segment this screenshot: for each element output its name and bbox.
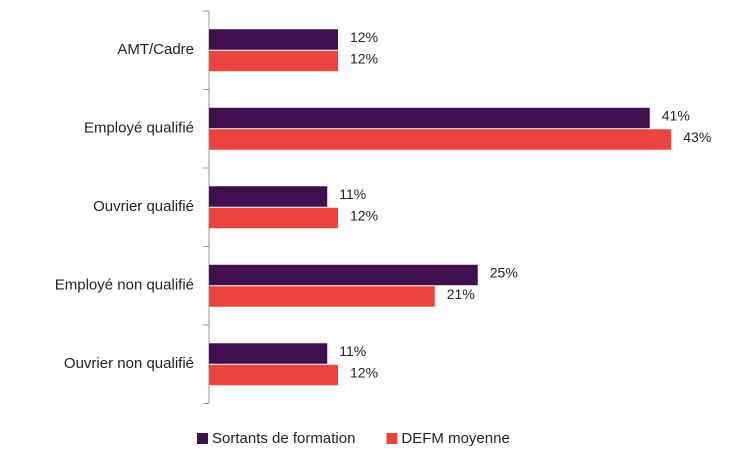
category-label: Employé qualifié	[84, 120, 194, 137]
value-label: 11%	[339, 186, 366, 202]
value-label: 12%	[350, 208, 378, 224]
bar	[209, 286, 435, 307]
legend-swatch	[386, 433, 398, 444]
value-label: 12%	[350, 29, 378, 45]
value-label: 12%	[350, 51, 378, 67]
value-label: 12%	[350, 365, 378, 381]
value-label: 43%	[683, 129, 711, 145]
bar	[209, 186, 328, 207]
bar	[209, 50, 338, 72]
bar	[209, 129, 672, 150]
bar	[209, 29, 338, 50]
bar	[209, 343, 328, 364]
value-label: 11%	[339, 343, 366, 359]
bar	[209, 264, 478, 286]
legend-label: Sortants de formation	[212, 430, 355, 447]
legend-swatch	[197, 433, 208, 444]
value-label: 41%	[662, 108, 690, 124]
bar	[209, 364, 338, 386]
category-label: Ouvrier non qualifié	[64, 355, 194, 372]
bar	[209, 107, 650, 129]
category-label: Employé non qualifié	[55, 277, 194, 294]
value-label: 21%	[447, 286, 475, 302]
category-label: AMT/Cadre	[117, 41, 194, 58]
category-label: Ouvrier qualifié	[93, 198, 194, 215]
bar	[209, 207, 338, 229]
value-label: 25%	[490, 265, 518, 281]
legend-label: DEFM moyenne	[401, 430, 509, 447]
